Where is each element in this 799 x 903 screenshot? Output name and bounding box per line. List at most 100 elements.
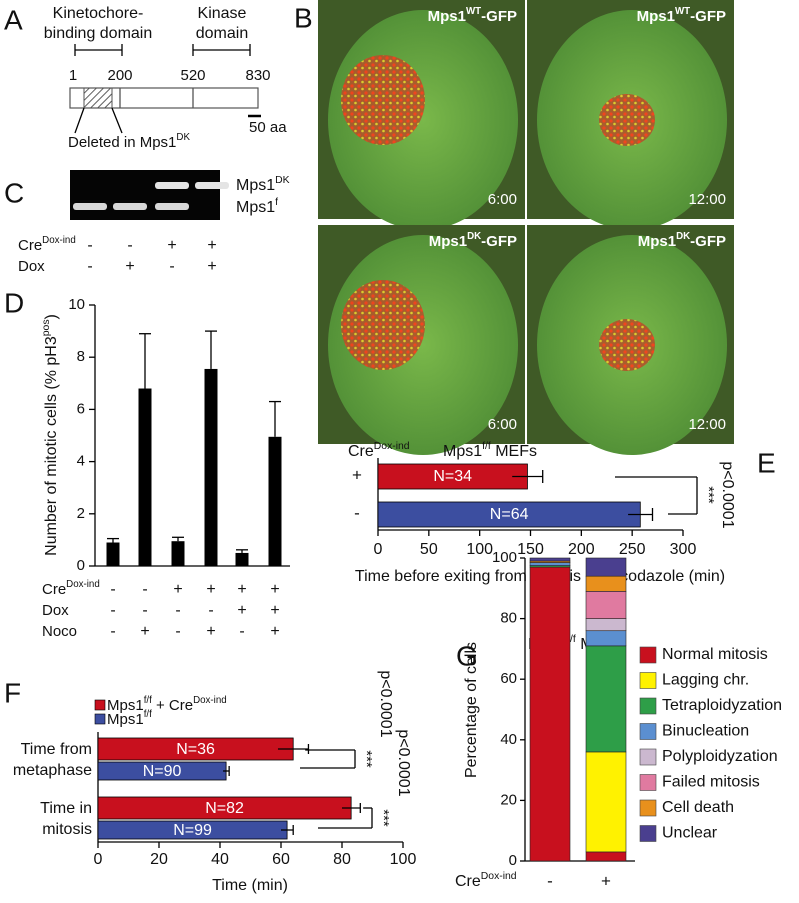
superscript: pos (41, 319, 52, 336)
protein-box (69, 87, 259, 109)
bar (171, 541, 185, 566)
sign: - (239, 623, 244, 640)
microscopy-image (527, 225, 734, 455)
x-tick-label: 100 (466, 541, 493, 558)
nucleus (599, 319, 655, 371)
sign: + (167, 237, 176, 254)
nucleus (341, 55, 425, 145)
y-tick-label: 60 (500, 670, 517, 687)
n-label: N=90 (143, 763, 182, 780)
sign: - (87, 258, 92, 275)
bar (268, 436, 282, 566)
y-tick-label: 2 (77, 505, 85, 522)
y-axis-label: Number of mitotic cells (% pH3pos) (41, 314, 60, 556)
text-part: Mps1 (107, 697, 144, 714)
legend-swatch (639, 799, 657, 817)
panel-label: A (4, 4, 23, 35)
x-tick-label: 60 (272, 851, 290, 868)
legend-swatch (639, 697, 657, 715)
nucleus (599, 94, 655, 146)
superscript: DK (676, 231, 690, 242)
text-part: Mps1 (638, 233, 676, 250)
y-tick-label: 8 (77, 348, 85, 365)
text-part: Deleted in Mps1 (68, 134, 176, 151)
x-tick-label: 20 (150, 851, 168, 868)
y-tick-label: 4 (77, 453, 85, 470)
x-tick-label: 150 (517, 541, 544, 558)
microscopy-image (318, 225, 525, 455)
row-header: CreDox-ind (455, 871, 517, 890)
band-label: Mps1DK (236, 175, 290, 194)
legend-swatch (94, 699, 106, 711)
bar-segment (585, 751, 627, 853)
deletion-note: Deleted in Mps1DK (68, 132, 190, 151)
legend-label: Unclear (662, 825, 718, 842)
image-title: Mps1WT-GFP (428, 6, 517, 25)
superscript: Dox-ind (481, 871, 517, 882)
category-label: - (354, 503, 360, 522)
legend-label: Lagging chr. (662, 672, 749, 689)
sign: - (110, 581, 115, 598)
bar-segment (585, 645, 627, 753)
y-tick-label: 80 (500, 610, 517, 627)
text-part: Cre (42, 581, 66, 598)
text-part: MEFs (491, 443, 537, 460)
sign: + (140, 623, 149, 640)
legend-swatch (639, 748, 657, 766)
category-label: - (547, 871, 553, 890)
image-title: Mps1DK-GFP (638, 231, 726, 250)
microscopy-image (318, 0, 525, 230)
timestamp: 6:00 (488, 191, 517, 208)
gel-band (113, 203, 147, 210)
domain-label: binding domain (44, 25, 153, 42)
significance-stars: *** (375, 809, 392, 827)
panel-label: B (294, 2, 313, 33)
bar (377, 501, 641, 528)
text-part: Cre (455, 873, 481, 890)
text-part: Number of mitotic cells (% pH3 (43, 336, 60, 556)
bar-segment (529, 557, 571, 562)
legend-swatch (639, 672, 657, 689)
legend-swatch (639, 825, 657, 842)
sign: + (173, 581, 182, 598)
panel-label: D (4, 287, 24, 318)
row-label: CreDox-ind (42, 579, 100, 598)
n-label: N=82 (205, 800, 244, 817)
row-label: Dox (42, 602, 69, 619)
text-part: Mps1 (236, 177, 275, 194)
timestamp: 6:00 (488, 416, 517, 433)
significance-stars: *** (700, 486, 717, 504)
superscript: Dox-ind (193, 695, 227, 706)
superscript: DK (275, 175, 290, 186)
x-tick-label: 50 (420, 541, 438, 558)
p-value: p<0.0001 (395, 729, 412, 796)
superscript: WT (675, 6, 690, 17)
legend-label: Mps1f/f + CreDox-ind (107, 695, 227, 714)
category-label: Time from (21, 741, 92, 758)
sign: + (207, 237, 216, 254)
superscript: f (275, 197, 278, 208)
sign: - (127, 237, 132, 254)
residue-position: 1 (69, 67, 77, 84)
gel-band (155, 182, 189, 189)
sign: - (208, 602, 213, 619)
text-part: + Cre (152, 697, 193, 714)
sign: + (270, 602, 279, 619)
text-part: Mps1 (428, 8, 466, 25)
superscript: WT (466, 6, 481, 17)
x-tick-label: 200 (568, 541, 595, 558)
gel-band (155, 203, 189, 210)
superscript: Dox-ind (374, 441, 410, 452)
pointer-line (111, 107, 123, 134)
x-tick-label: 300 (670, 541, 697, 558)
superscript: f/f (567, 634, 576, 645)
microscopy-image (527, 0, 734, 230)
text-part: -GFP (690, 233, 726, 250)
text-part: Mps1 (429, 233, 467, 250)
text-part: -GFP (690, 8, 726, 25)
superscript: Dox-ind (42, 235, 76, 246)
sign: - (142, 602, 147, 619)
category-label: + (352, 465, 362, 484)
row-label: Dox (18, 258, 45, 275)
residue-position: 830 (245, 67, 270, 84)
